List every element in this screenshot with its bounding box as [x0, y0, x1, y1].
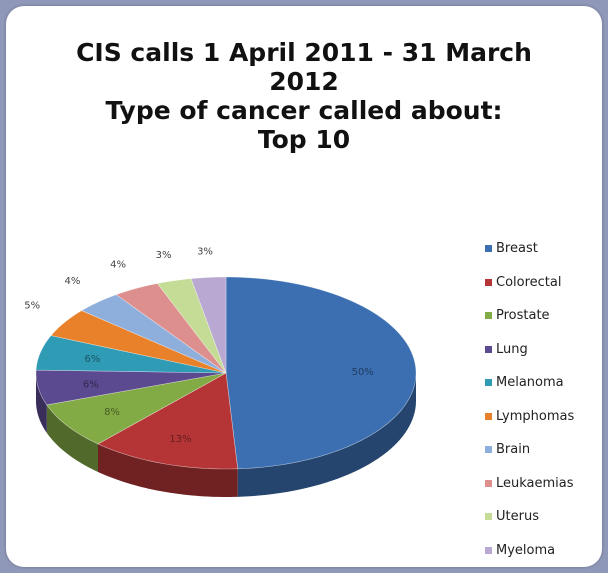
legend-item-brain: Brain: [485, 433, 605, 467]
legend-item-prostate: Prostate: [485, 299, 605, 333]
data-label-breast: 50%: [352, 367, 374, 378]
legend-swatch: [485, 245, 492, 253]
legend-item-uterus: Uterus: [485, 500, 605, 534]
pie-slice-melanoma: [35, 335, 227, 374]
data-label-prostate: 8%: [104, 407, 120, 418]
title-line-2: 2012: [269, 67, 339, 96]
title-line-4: Top 10: [257, 125, 351, 154]
data-label-leukaemias: 4%: [110, 260, 126, 271]
pie-side-breast: [237, 373, 416, 497]
chart-legend: Breast Colorectal Prostate Lung Melanoma Lymp…: [485, 232, 605, 567]
title-line-3: Type of cancer called about:: [105, 96, 503, 125]
pie-side-colorectal: [98, 443, 238, 497]
pie-slice-brain: [81, 294, 227, 374]
pie-slice-lung: [35, 369, 227, 406]
data-label-lung: 6%: [83, 380, 99, 391]
legend-item-colorectal: Colorectal: [485, 266, 605, 300]
legend-item-lung: Lung: [485, 333, 605, 367]
legend-label: Breast: [496, 241, 538, 257]
title-line-1: CIS calls 1 April 2011 - 31 March: [76, 38, 532, 67]
legend-item-melanoma: Melanoma: [485, 366, 605, 400]
data-label-melanoma: 6%: [84, 354, 100, 365]
pie-side-prostate: [46, 404, 98, 472]
legend-label: Brain: [496, 442, 531, 458]
legend-label: Melanoma: [496, 375, 564, 391]
legend-swatch: [485, 312, 492, 320]
legend-label: Leukaemias: [496, 475, 574, 491]
legend-swatch: [485, 446, 492, 454]
data-label-brain: 4%: [64, 276, 80, 287]
pie-slice-leukaemias: [115, 283, 227, 374]
pie-slice-uterus: [156, 278, 227, 374]
pie-slice-prostate: [46, 372, 227, 445]
data-label-colorectal: 13%: [169, 434, 191, 445]
data-label-uterus: 3%: [156, 250, 172, 261]
pie-slice-myeloma: [190, 276, 227, 374]
data-label-myeloma: 3%: [197, 246, 213, 257]
legend-swatch: [485, 513, 492, 521]
legend-label: Prostate: [496, 308, 550, 324]
legend-item-leukaemias: Leukaemias: [485, 467, 605, 501]
chart-title: CIS calls 1 April 2011 - 31 March 2012 T…: [40, 38, 568, 154]
pie-slice-lymphomas: [50, 310, 227, 374]
pie-slices: [35, 276, 417, 470]
legend-swatch: [485, 379, 492, 387]
pie-slice-breast: [225, 276, 417, 470]
legend-item-lymphomas: Lymphomas: [485, 400, 605, 434]
legend-swatch: [485, 412, 492, 420]
legend-swatch: [485, 479, 492, 487]
pie-side-lung: [36, 373, 47, 433]
legend-label: Colorectal: [496, 274, 562, 290]
legend-label: Uterus: [496, 509, 539, 525]
data-label-lymphomas: 5%: [24, 300, 40, 311]
legend-label: Lymphomas: [496, 408, 575, 424]
legend-swatch: [485, 278, 492, 286]
legend-label: Myeloma: [496, 542, 556, 558]
pie-side-walls: [36, 373, 416, 497]
legend-item-myeloma: Myeloma: [485, 534, 605, 568]
pie-data-labels: 50% 13% 8% 6% 6% 5% 4% 4% 3% 3%: [24, 246, 374, 445]
legend-swatch: [485, 345, 492, 353]
legend-item-breast: Breast: [485, 232, 605, 266]
legend-swatch: [485, 546, 492, 554]
pie-slice-colorectal: [97, 372, 239, 470]
legend-label: Lung: [496, 341, 528, 357]
